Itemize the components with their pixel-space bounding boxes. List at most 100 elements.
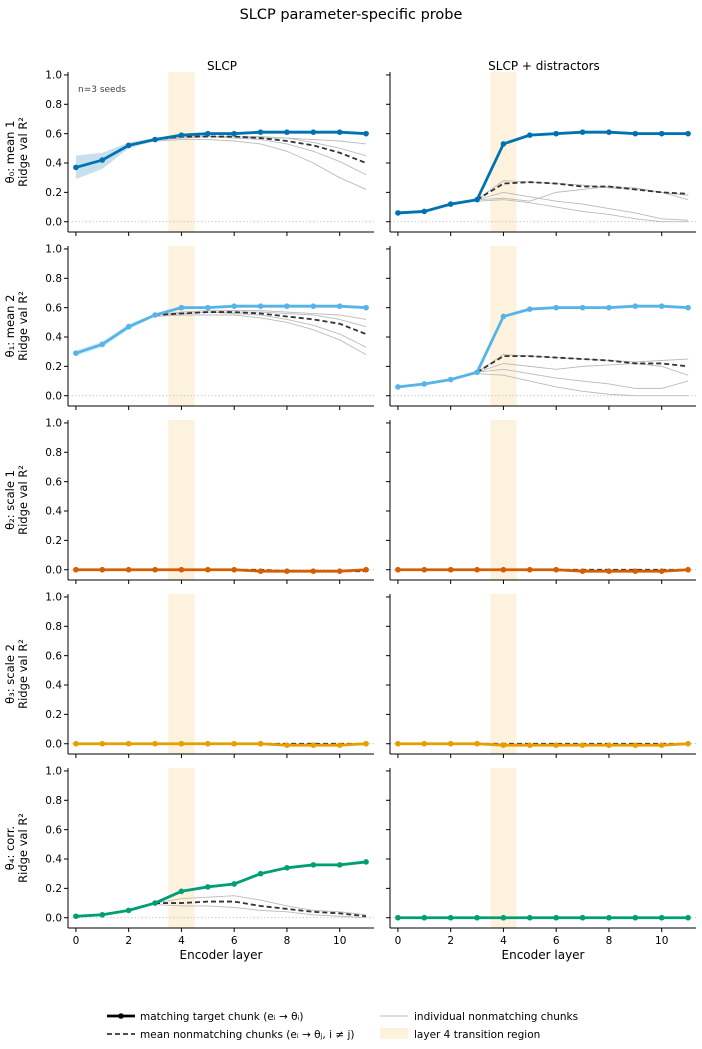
- matching-target-point: [205, 566, 211, 573]
- row-label: θ₄: corr. Ridge val R²: [3, 813, 30, 883]
- y-tick-label: 1.0: [45, 70, 62, 82]
- transition-band: [168, 72, 195, 232]
- matching-target-point: [310, 862, 317, 868]
- x-tick-label: 8: [606, 935, 613, 947]
- matching-target-point: [231, 881, 237, 887]
- x-tick-label: 6: [553, 935, 560, 947]
- matching-target-point: [205, 740, 211, 747]
- matching-target-point: [178, 132, 185, 138]
- matching-target-point: [336, 568, 343, 574]
- matching-target-point: [685, 566, 691, 573]
- transition-band: [490, 246, 517, 406]
- matching-target-point: [231, 740, 237, 747]
- panel-r2-c1: [386, 420, 696, 584]
- matching-target-point: [553, 914, 559, 921]
- matching-target-point: [632, 914, 639, 921]
- individual-nonmatching-line: [155, 310, 367, 320]
- legend-match-label: matching target chunk (eᵢ → θᵢ): [140, 1011, 304, 1023]
- matching-target-point: [125, 907, 132, 914]
- individual-nonmatching-line: [155, 314, 367, 356]
- matching-target-point: [447, 740, 454, 747]
- individual-nonmatching-line: [477, 373, 689, 397]
- matching-target-point: [553, 130, 559, 137]
- matching-target-point: [284, 303, 290, 309]
- matching-target-point: [99, 157, 106, 163]
- matching-target-point: [658, 742, 665, 748]
- matching-target-line: [75, 130, 367, 169]
- individual-nonmatching-line: [477, 199, 689, 223]
- matching-target-point: [336, 303, 343, 309]
- matching-target-point: [527, 566, 533, 573]
- column-title-slcp-distractors: SLCP + distractors: [488, 59, 600, 73]
- panel-r1-c0: 0.0 0.2 0.4 0.6 0.8 1.0 θ₁: mean 2 Ridge val R²: [3, 244, 374, 410]
- matching-target-point: [421, 381, 428, 387]
- x-tick-label: 10: [333, 935, 346, 947]
- row-param-label: θ₂: scale 1: [3, 470, 17, 530]
- matching-target-point: [395, 566, 401, 573]
- matching-target-point: [685, 130, 691, 137]
- panel-r0-c0: 0.0 0.2 0.4 0.6 0.8 1.0 θ₀: mean 1 Ridge val R²…: [3, 70, 374, 236]
- matching-target-point: [284, 865, 290, 871]
- row-label: θ₀: mean 1 Ridge val R²: [3, 117, 30, 187]
- transition-band: [490, 72, 517, 232]
- mean-nonmatching-line: [476, 355, 689, 374]
- row-param-label: θ₄: corr.: [3, 826, 17, 870]
- matching-target-point: [632, 742, 639, 748]
- panel-r3-c1: [386, 594, 696, 758]
- match-seed-band: [397, 130, 689, 215]
- matching-target-point: [231, 566, 237, 573]
- matching-target-point: [310, 568, 317, 574]
- matching-target-point: [257, 740, 264, 747]
- panels: 0.00.20.40.60.81.0θ₀: mean 1 Ridge val R²…: [3, 70, 696, 962]
- legend-band-swatch: [380, 1028, 408, 1039]
- transition-band: [168, 246, 195, 406]
- y-tick-label: 0.6: [45, 128, 62, 140]
- transition-band: [490, 420, 517, 580]
- matching-target-point: [474, 369, 480, 376]
- legend-match-marker: [118, 1013, 124, 1019]
- y-tick-label: 0.0: [45, 216, 62, 228]
- matching-target-point: [632, 568, 639, 574]
- matching-target-point: [363, 566, 369, 573]
- y-tick-label: 0.8: [45, 99, 62, 111]
- individual-nonmatching-line: [154, 895, 367, 916]
- row-metric-label: Ridge val R²: [16, 813, 30, 883]
- matching-target-point: [99, 740, 106, 747]
- y-tick-label: 0.6: [45, 302, 62, 314]
- matching-target-point: [579, 568, 586, 574]
- matching-target-point: [73, 164, 79, 171]
- x-axis-label: Encoder layer: [180, 948, 263, 962]
- legend-individual-label: individual nonmatching chunks: [414, 1011, 578, 1023]
- matching-target-line: [397, 130, 689, 215]
- matching-target-point: [257, 568, 264, 574]
- matching-target-point: [527, 132, 533, 138]
- row-metric-label: Ridge val R²: [16, 639, 30, 709]
- x-tick-label: 4: [178, 935, 185, 947]
- y-tick-label: 0.4: [45, 332, 62, 344]
- y-tick-label: 0.0: [45, 390, 62, 402]
- matching-target-point: [447, 566, 454, 573]
- matching-target-point: [99, 341, 106, 348]
- matching-target-point: [447, 376, 454, 383]
- individual-nonmatching-line: [476, 354, 689, 373]
- matching-target-point: [606, 568, 612, 574]
- matching-target-point: [500, 141, 507, 147]
- y-tick-label: 0.2: [45, 709, 62, 721]
- row-metric-label: Ridge val R²: [16, 117, 30, 187]
- matching-target-point: [125, 740, 132, 747]
- row-param-label: θ₀: mean 1: [3, 121, 17, 184]
- matching-target-point: [178, 888, 185, 895]
- matching-target-point: [395, 384, 401, 390]
- panel-r3-c0: 0.0 0.2 0.4 0.6 0.8 1.0 θ₃: scale 2 Ridge val R…: [3, 592, 374, 758]
- x-tick-label: 6: [231, 935, 238, 947]
- matching-target-line: [75, 304, 367, 355]
- individual-nonmatching-line: [477, 368, 689, 389]
- individual-nonmatching-line: [476, 191, 689, 221]
- x-tick-label: 2: [447, 935, 454, 947]
- x-tick-label: 0: [395, 935, 402, 947]
- matching-target-point: [73, 740, 79, 747]
- y-tick-label: 1.0: [45, 244, 62, 256]
- matching-target-point: [205, 130, 211, 137]
- y-tick-label: 1.0: [45, 418, 62, 430]
